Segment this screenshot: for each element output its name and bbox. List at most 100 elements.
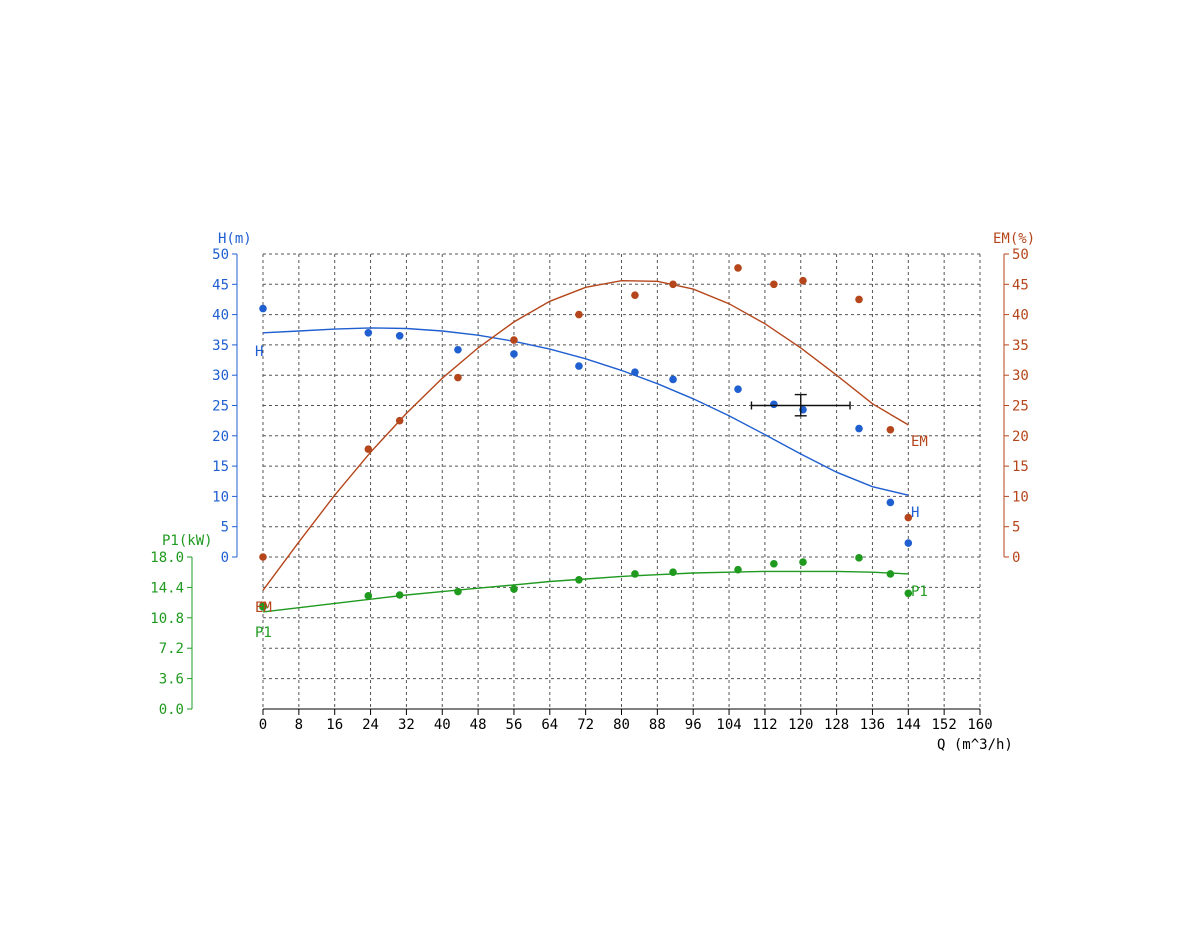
series-h-point <box>904 539 913 547</box>
h-tick-label: 10 <box>212 489 229 505</box>
series-h-point <box>510 350 518 358</box>
h-tick-label: 35 <box>212 338 229 354</box>
em-tick-label: 5 <box>1012 520 1020 536</box>
series-em-point <box>631 291 639 300</box>
series-h-point <box>259 304 267 313</box>
series-h-point <box>855 424 863 433</box>
series-em-point <box>904 513 913 522</box>
h-tick-label: 25 <box>212 399 229 415</box>
x-tick-label: 128 <box>824 717 849 733</box>
series-em-point <box>454 373 462 382</box>
p1-tick-label: 0.0 <box>159 702 184 718</box>
p1-tick-label: 10.8 <box>150 611 184 627</box>
em-tick-label: 25 <box>1012 399 1029 415</box>
x-tick-label: 104 <box>716 717 741 733</box>
p1-tick-label: 18.0 <box>150 550 184 566</box>
p1-tick-label: 3.6 <box>159 672 184 688</box>
x-tick-label: 144 <box>896 717 921 733</box>
series-h-point <box>395 332 404 340</box>
h-tick-label: 45 <box>212 277 229 293</box>
series-em-point <box>886 425 895 434</box>
x-tick-label: 88 <box>649 717 666 733</box>
x-tick-label: 0 <box>259 717 267 733</box>
series-p1-point <box>631 570 639 578</box>
series-p1-point <box>395 591 404 599</box>
h-tick-label: 50 <box>212 247 229 263</box>
series-p1-point <box>886 570 895 578</box>
series-p1-label-start: P1 <box>255 625 272 641</box>
series-h-point <box>734 385 742 393</box>
x-tick-label: 16 <box>326 717 343 733</box>
x-tick-label: 8 <box>295 717 303 733</box>
series-h-point <box>364 328 373 337</box>
em-tick-label: 35 <box>1012 338 1029 354</box>
series-p1-point <box>799 558 807 566</box>
series-h-point <box>575 362 583 370</box>
em-tick-label: 10 <box>1012 489 1029 505</box>
series-em-point <box>799 276 807 285</box>
series-em-point <box>575 310 583 319</box>
x-tick-label: 152 <box>932 717 957 733</box>
series-p1-point <box>669 568 677 576</box>
series-p1-point <box>454 587 462 596</box>
h-axis-label: H(m) <box>218 231 252 247</box>
series-p1-point <box>510 585 518 593</box>
h-tick-label: 30 <box>212 368 229 384</box>
x-tick-label: 112 <box>752 717 777 733</box>
h-tick-label: 20 <box>212 429 229 445</box>
series-layer <box>259 264 913 613</box>
series-h-label-end: H <box>911 505 919 521</box>
series-em-point <box>510 336 518 344</box>
series-h-point <box>631 368 639 376</box>
series-em-curve <box>262 279 909 591</box>
h-tick-label: 0 <box>221 550 229 566</box>
series-h-point <box>886 498 895 507</box>
x-tick-label: 160 <box>967 717 992 733</box>
p1-tick-label: 14.4 <box>150 580 184 596</box>
series-em-point <box>855 295 863 304</box>
x-axis-label: Q (m^3/h) <box>937 737 1013 753</box>
p1-axis-label: P1(kW) <box>162 533 213 549</box>
x-tick-label: 56 <box>506 717 523 733</box>
series-em-point <box>259 553 267 561</box>
h-tick-label: 15 <box>212 459 229 475</box>
series-em-point <box>770 280 778 289</box>
labels-layer: H H EM EM P1 P1 <box>255 344 928 641</box>
grid <box>262 253 981 710</box>
series-p1-point <box>904 589 913 598</box>
series-em-point <box>734 264 742 272</box>
x-tick-label: 48 <box>470 717 487 733</box>
series-h-point <box>770 400 778 409</box>
series-p1-curve <box>262 570 909 613</box>
series-p1-label-end: P1 <box>911 584 928 600</box>
em-tick-label: 30 <box>1012 368 1029 384</box>
series-p1-point <box>364 592 373 600</box>
series-em-point <box>669 280 677 289</box>
series-p1-point <box>734 565 742 574</box>
x-tick-label: 64 <box>541 717 558 733</box>
series-p1-point <box>259 603 267 611</box>
em-tick-label: 0 <box>1012 550 1020 566</box>
series-em-point <box>364 445 373 453</box>
x-tick-label: 120 <box>788 717 813 733</box>
series-h-curve <box>262 327 909 496</box>
em-tick-label: 50 <box>1012 247 1029 263</box>
x-tick-label: 24 <box>362 717 379 733</box>
axes: 0 8 16 24 32 40 48 56 64 72 80 88 96 104 112 120 128 136 1… <box>150 231 1035 753</box>
em-tick-label: 15 <box>1012 459 1029 475</box>
em-tick-label: 45 <box>1012 277 1029 293</box>
series-p1-point <box>770 559 778 568</box>
series-em-label-end: EM <box>911 434 928 450</box>
series-em-point <box>395 416 404 425</box>
x-tick-label: 136 <box>860 717 885 733</box>
em-tick-label: 40 <box>1012 308 1029 324</box>
x-tick-label: 72 <box>577 717 594 733</box>
p1-tick-label: 7.2 <box>159 641 184 657</box>
em-axis-label: EM(%) <box>993 231 1035 247</box>
series-h-label-start: H <box>255 344 263 360</box>
series-p1-point <box>575 576 583 584</box>
x-tick-label: 32 <box>398 717 415 733</box>
h-tick-label: 5 <box>221 520 229 536</box>
x-tick-label: 96 <box>685 717 702 733</box>
